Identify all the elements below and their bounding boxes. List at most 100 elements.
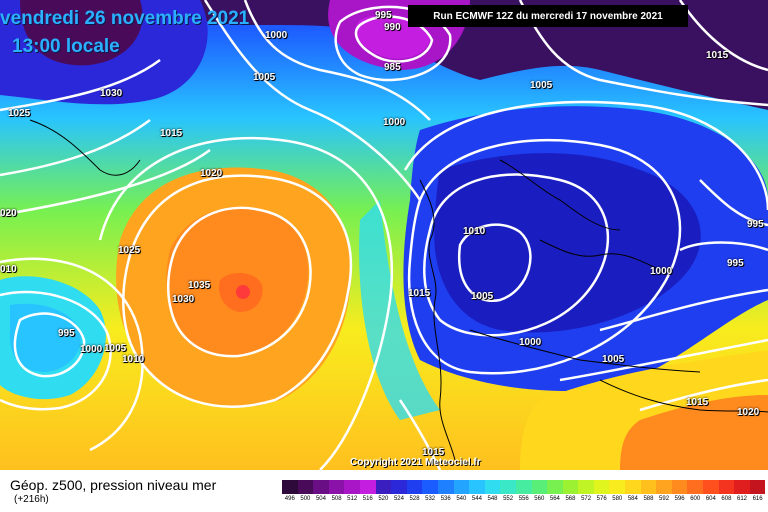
color-scale-tick-label: 544 (471, 496, 482, 502)
isobar-label: 1000 (80, 344, 103, 355)
color-scale-swatch (625, 480, 641, 494)
isobar-label: 995 (727, 258, 744, 269)
legend-bar: Géop. z500, pression niveau mer (+216h) … (0, 470, 768, 512)
forecast-local-time: 13:00 locale (12, 36, 120, 57)
isobar-label: 1000 (650, 266, 673, 277)
isobar-lines (0, 0, 768, 470)
color-scale-tick-label: 568 (565, 496, 576, 502)
color-scale-tick-label: 524 (393, 496, 404, 502)
color-scale-swatch (749, 480, 766, 494)
color-scale-tick-label: 528 (409, 496, 420, 502)
isobar-label: 1015 (422, 447, 445, 458)
isobar-label: 1015 (160, 128, 183, 139)
color-scale-tick-label: 580 (612, 496, 623, 502)
color-scale-swatch (391, 480, 407, 494)
color-scale-swatch (453, 480, 470, 494)
color-scale-tick-label: 536 (440, 496, 451, 502)
color-scale-tick-label: 500 (300, 496, 311, 502)
color-scale-swatch (437, 480, 454, 494)
color-scale-tick-label: 552 (503, 496, 514, 502)
isobar-label: 985 (384, 62, 401, 73)
color-scale-swatch (359, 480, 376, 494)
color-scale-swatch (297, 480, 314, 494)
color-scale-swatch (406, 480, 423, 494)
color-scale-swatch (469, 480, 485, 494)
isobar-label: 1005 (471, 291, 494, 302)
color-scale-swatch (687, 480, 704, 494)
color-scale-tick-label: 608 (721, 496, 732, 502)
color-scale-swatch (703, 480, 719, 494)
isobar-label: 1015 (408, 288, 431, 299)
color-scale-tick-label: 600 (690, 496, 701, 502)
color-scale-tick-label: 604 (705, 496, 716, 502)
color-scale-swatch (671, 480, 688, 494)
color-scale-tick-label: 508 (331, 496, 342, 502)
isobar-label: 1015 (686, 397, 709, 408)
isobar-label: 1025 (118, 245, 141, 256)
isobar-label: 995 (58, 328, 75, 339)
color-scale-tick-label: 576 (596, 496, 607, 502)
color-scale-swatch (328, 480, 345, 494)
color-scale-swatch (375, 480, 392, 494)
color-scale-swatch (656, 480, 672, 494)
color-scale-tick-label: 616 (752, 496, 763, 502)
isobar-label: 1000 (519, 337, 542, 348)
isobar-label: 990 (384, 22, 401, 33)
color-scale-swatch (344, 480, 360, 494)
color-scale-tick-label: 496 (284, 496, 295, 502)
color-scale-swatch (500, 480, 516, 494)
isobar-label: 1035 (188, 280, 211, 291)
isobar-label: 010 (0, 264, 17, 275)
isobar-label: 1005 (530, 80, 553, 91)
isobar-label: 1005 (104, 343, 127, 354)
isobar-label: 1000 (265, 30, 288, 41)
isobar-label: 1020 (200, 168, 223, 179)
color-scale-swatch (593, 480, 610, 494)
isobar-label: 1030 (100, 88, 123, 99)
color-scale-tick-label: 520 (378, 496, 389, 502)
isobar-label: 1020 (737, 407, 760, 418)
isobar-label: 1005 (602, 354, 625, 365)
color-scale-tick-label: 512 (347, 496, 358, 502)
color-scale (282, 480, 766, 494)
color-scale-ticks: 496 500 504 508 512 516 520 524 528 532 536 540 544 5… (282, 496, 765, 506)
color-scale-swatch (515, 480, 532, 494)
copyright-notice: Copyright 2021 Meteociel.fr (350, 457, 481, 468)
color-scale-swatch (313, 480, 329, 494)
color-scale-swatch (547, 480, 563, 494)
color-scale-tick-label: 540 (456, 496, 467, 502)
color-scale-tick-label: 532 (425, 496, 436, 502)
coastlines (29, 119, 768, 461)
isobar-label: 1015 (706, 50, 729, 61)
color-scale-tick-label: 516 (362, 496, 373, 502)
isobar-label: 995 (747, 219, 764, 230)
color-scale-tick-label: 588 (643, 496, 654, 502)
color-scale-swatch (484, 480, 501, 494)
color-scale-tick-label: 564 (549, 496, 560, 502)
color-scale-tick-label: 572 (581, 496, 592, 502)
isobar-label: 1005 (253, 72, 276, 83)
color-scale-tick-label: 612 (737, 496, 748, 502)
color-scale-swatch (531, 480, 548, 494)
isobar-label: 995 (375, 10, 392, 21)
geopotential-field (0, 0, 768, 470)
color-scale-swatch (282, 480, 298, 494)
color-scale-tick-label: 596 (674, 496, 685, 502)
isobar-label: 1010 (463, 226, 486, 237)
color-scale-swatch (609, 480, 626, 494)
forecast-date: vendredi 26 novembre 2021 (0, 8, 250, 29)
isobar-label: 020 (0, 208, 17, 219)
color-scale-tick-label: 548 (487, 496, 498, 502)
color-scale-tick-label: 504 (315, 496, 326, 502)
run-info-banner: Run ECMWF 12Z du mercredi 17 novembre 20… (408, 5, 688, 27)
color-scale-tick-label: 584 (627, 496, 638, 502)
color-scale-tick-label: 560 (534, 496, 545, 502)
legend-title: Géop. z500, pression niveau mer (10, 477, 217, 493)
color-scale-swatch (640, 480, 657, 494)
color-scale-tick-label: 556 (518, 496, 529, 502)
isobar-label: 1010 (122, 354, 145, 365)
weather-map: vendredi 26 novembre 2021 13:00 locale R… (0, 0, 768, 470)
color-scale-swatch (562, 480, 579, 494)
isobar-label: 1030 (172, 294, 195, 305)
isobar-label: 1000 (383, 117, 406, 128)
